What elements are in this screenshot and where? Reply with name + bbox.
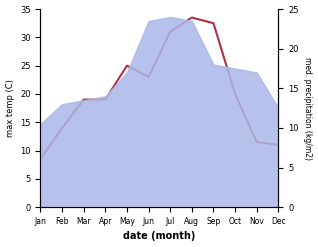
X-axis label: date (month): date (month) (123, 231, 196, 242)
Y-axis label: max temp (C): max temp (C) (5, 79, 15, 137)
Y-axis label: med. precipitation (kg/m2): med. precipitation (kg/m2) (303, 57, 313, 160)
